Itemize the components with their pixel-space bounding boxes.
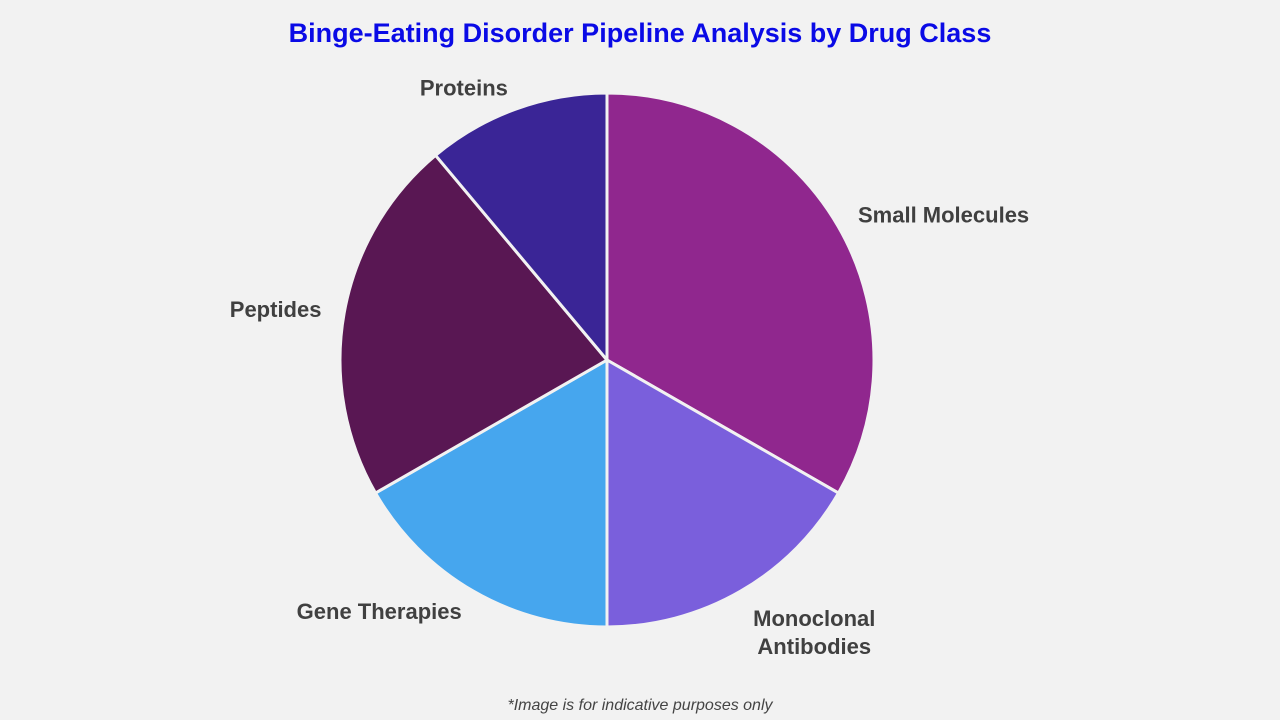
slice-label: Monoclonal Antibodies [753,606,875,659]
slice-label-line: Monoclonal [753,606,875,631]
slice-label-line: Antibodies [757,634,871,659]
pie-slice-proteins [433,91,609,365]
pie-slice-small-molecules [605,91,876,496]
chart-title: Binge-Eating Disorder Pipeline Analysis … [288,18,992,48]
slice-label: Gene Therapies [297,599,462,624]
pie-slice-monoclonal-antibodies [605,357,841,629]
slice-label: Small Molecules [858,203,1029,228]
pie-slice-peptides [338,153,610,496]
footnote: *Image is for indicative purposes only [507,697,773,714]
slice-label-line: Peptides [230,297,322,322]
slice-label-line: Proteins [420,75,508,100]
slice-label: Proteins [420,75,508,100]
slice-label-line: Small Molecules [858,203,1029,228]
slice-label-line: Gene Therapies [297,599,462,624]
pie-slice-gene-therapies [373,357,609,629]
slice-label: Peptides [230,297,322,322]
